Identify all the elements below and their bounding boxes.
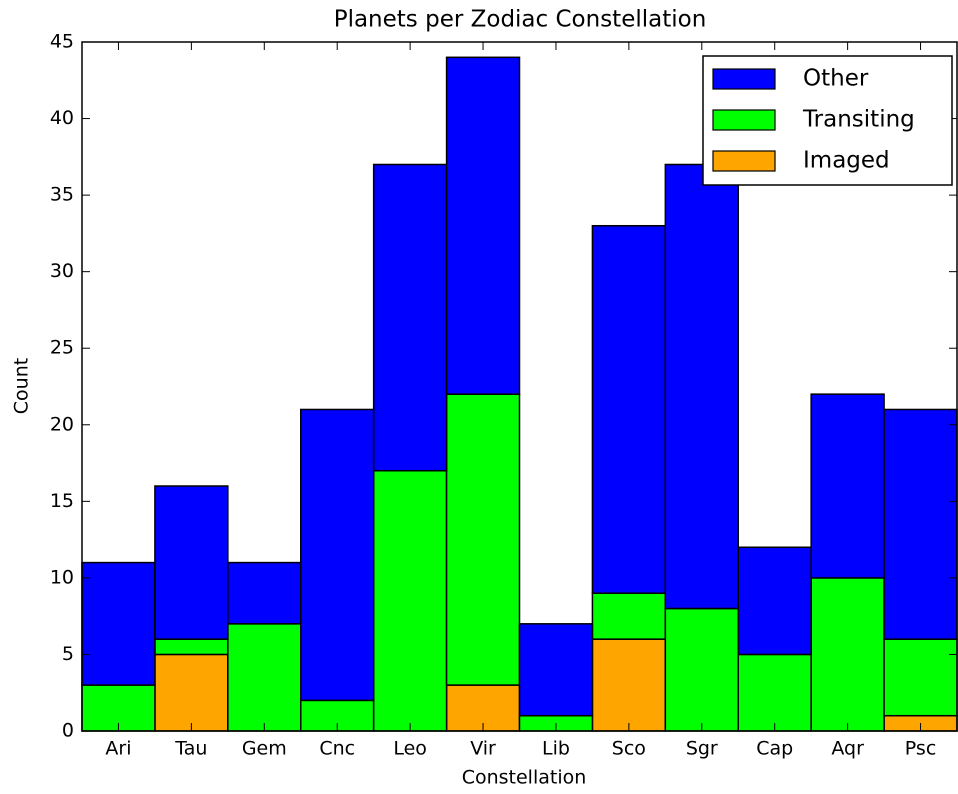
bar-segment — [518, 623, 594, 717]
y-tick-label: 40 — [50, 107, 74, 129]
bar-segment — [227, 561, 302, 625]
legend-label: Transiting — [802, 107, 915, 133]
x-tick-label: Psc — [905, 738, 936, 760]
x-tick-label: Vir — [470, 738, 496, 760]
bar-segment — [737, 653, 812, 732]
x-tick-label: Sco — [612, 738, 646, 760]
bar-segment — [883, 408, 958, 640]
bar-segment — [154, 653, 229, 732]
y-tick-label: 5 — [62, 643, 74, 665]
legend-label: Imaged — [803, 148, 890, 174]
bar-segment — [227, 623, 302, 732]
x-tick-label: Aqr — [831, 738, 864, 760]
x-axis-label: Constellation — [462, 767, 587, 789]
bar-segment — [664, 607, 739, 732]
bar-segment — [591, 224, 667, 594]
bar-segment — [810, 577, 885, 732]
y-tick-label: 10 — [50, 566, 74, 588]
x-tick-label: Leo — [393, 738, 427, 760]
bar-segment — [81, 561, 156, 686]
x-tick-label: Lib — [542, 738, 570, 760]
x-tick-label: Tau — [174, 738, 207, 760]
bar-segment — [154, 638, 229, 656]
y-tick-label: 30 — [50, 260, 74, 282]
y-tick-label: 45 — [50, 31, 74, 53]
legend-swatch — [712, 150, 776, 172]
legend-label: Other — [803, 66, 869, 92]
bar-segment — [372, 469, 448, 732]
x-tick-label: Cap — [756, 738, 793, 760]
bar-segment — [154, 485, 229, 640]
chart-title: Planets per Zodiac Constellation — [334, 7, 707, 33]
y-tick-label: 0 — [62, 720, 74, 742]
x-tick-label: Ari — [105, 738, 131, 760]
y-tick-label: 20 — [50, 413, 74, 435]
y-axis-label: Count — [11, 358, 33, 414]
bar-segment — [664, 163, 739, 610]
bar-segment — [300, 408, 375, 702]
legend-swatch — [712, 109, 776, 131]
bar-segment — [445, 56, 521, 395]
bar-segment — [372, 163, 448, 472]
bar-segment — [737, 546, 812, 656]
plot-frame — [81, 41, 958, 732]
bar-segment — [445, 393, 521, 686]
bar-segment — [591, 638, 667, 732]
bar-segment — [591, 592, 667, 640]
y-tick-label: 35 — [50, 184, 74, 206]
x-tick-label: Sgr — [686, 738, 718, 760]
bar-segment — [810, 393, 885, 579]
y-tick-label: 15 — [50, 490, 74, 512]
y-tick-label: 25 — [50, 337, 74, 359]
x-tick-label: Cnc — [319, 738, 355, 760]
x-tick-label: Gem — [242, 738, 287, 760]
bar-segment — [883, 638, 958, 717]
legend-swatch — [712, 68, 776, 90]
